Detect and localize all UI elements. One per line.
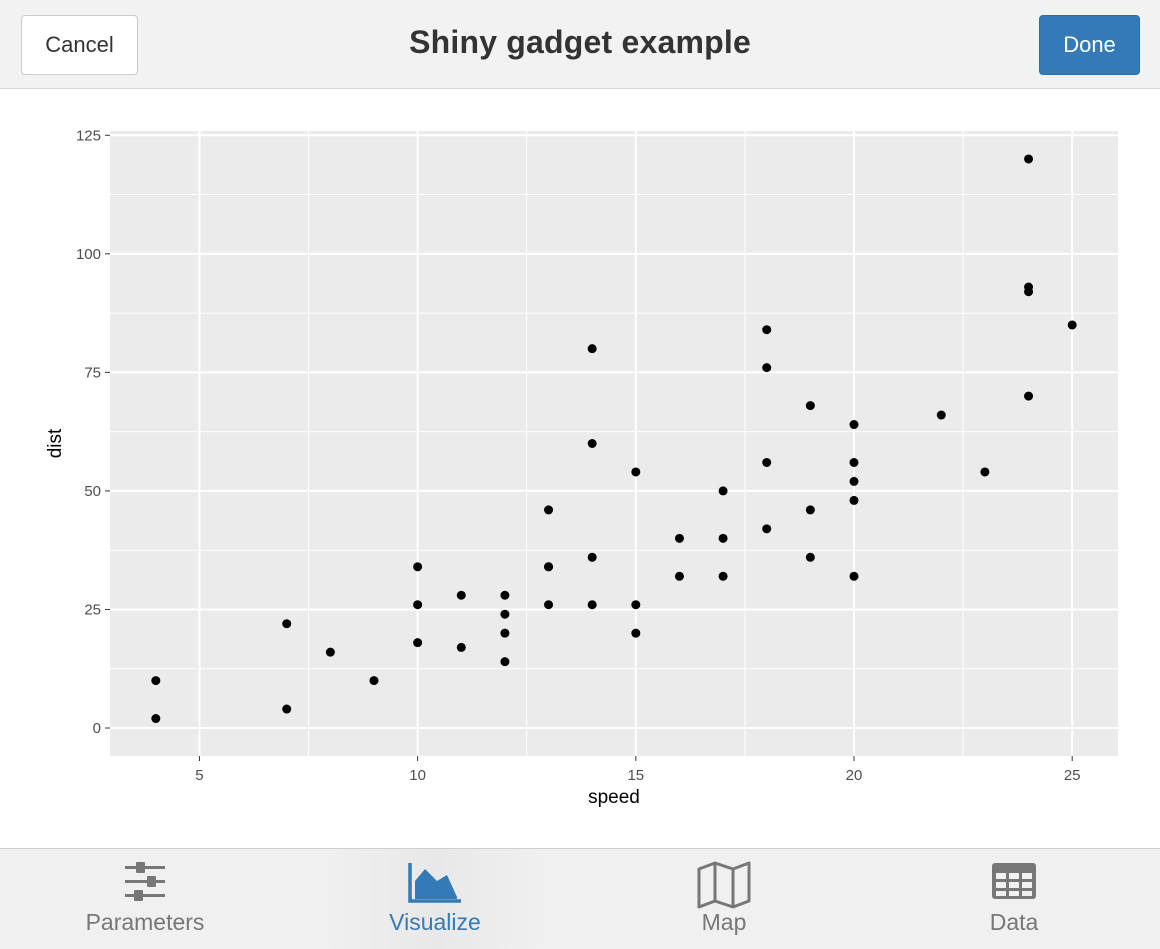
data-point	[631, 467, 641, 477]
y-tick-label: 125	[76, 127, 101, 144]
tab-bar: Parameters Visualize Map	[0, 848, 1160, 949]
data-point	[805, 552, 815, 562]
data-point	[544, 562, 554, 572]
area-chart-icon	[407, 861, 463, 910]
data-point	[1024, 154, 1034, 164]
data-point	[718, 571, 728, 581]
data-point	[456, 590, 466, 600]
tab-label: Data	[989, 909, 1039, 935]
data-point	[980, 467, 990, 477]
x-tick-label: 5	[195, 767, 203, 784]
y-axis-title: dist	[45, 428, 66, 458]
data-point	[849, 495, 859, 505]
y-tick-label: 0	[93, 720, 101, 737]
data-point	[674, 571, 684, 581]
tab-visualize[interactable]: Visualize	[325, 849, 545, 949]
data-point	[762, 524, 772, 534]
tab-data[interactable]: Data	[904, 849, 1124, 949]
gadget-title-bar: Cancel Shiny gadget example Done	[0, 0, 1160, 89]
x-tick-label: 15	[627, 767, 644, 784]
data-point	[1024, 282, 1034, 292]
data-point	[805, 505, 815, 515]
x-tick-label: 20	[846, 767, 863, 784]
data-point	[674, 533, 684, 543]
data-point	[587, 439, 597, 448]
table-icon	[990, 861, 1038, 906]
data-point	[631, 600, 641, 610]
data-point	[544, 600, 554, 610]
x-tick-label: 25	[1064, 767, 1081, 784]
data-point	[587, 552, 597, 562]
scatter-chart: 5 10 15 20 25 0 25 50 75 100 125 speed dist	[45, 127, 1118, 808]
data-point	[936, 410, 946, 420]
data-point	[413, 600, 423, 610]
y-tick-label: 100	[76, 246, 101, 263]
data-point	[282, 619, 292, 629]
plot-panel	[110, 131, 1118, 756]
data-point	[631, 628, 641, 638]
data-point	[413, 562, 423, 572]
data-point	[1024, 391, 1034, 401]
data-point	[762, 457, 772, 467]
data-point	[718, 486, 728, 496]
tab-label: Visualize	[389, 909, 481, 935]
data-point	[413, 638, 423, 648]
data-point	[151, 714, 161, 724]
data-point	[718, 533, 728, 543]
plot-area: 5 10 15 20 25 0 25 50 75 100 125 speed dist	[0, 90, 1160, 848]
data-point	[849, 457, 859, 467]
y-tick-label: 75	[84, 364, 101, 381]
y-tick-label: 25	[84, 601, 101, 618]
tab-map[interactable]: Map	[614, 849, 834, 949]
data-point	[1067, 320, 1077, 330]
data-point	[587, 600, 597, 610]
data-point	[805, 401, 815, 411]
map-icon	[696, 861, 752, 914]
data-point	[500, 628, 510, 638]
data-point	[849, 420, 859, 430]
data-point	[849, 571, 859, 581]
data-point	[151, 676, 161, 686]
data-point	[500, 609, 510, 619]
tab-label: Parameters	[85, 909, 205, 935]
tab-label: Map	[701, 909, 747, 935]
data-point	[544, 505, 554, 515]
x-axis-title: speed	[588, 787, 640, 808]
data-point	[500, 657, 510, 667]
done-button[interactable]: Done	[1039, 15, 1140, 75]
data-point	[282, 704, 292, 714]
sliders-icon	[123, 861, 167, 906]
cancel-button[interactable]: Cancel	[21, 15, 138, 75]
tab-parameters[interactable]: Parameters	[35, 849, 255, 949]
page-title: Shiny gadget example	[409, 24, 751, 60]
y-tick-label: 50	[84, 483, 101, 500]
data-point	[587, 344, 597, 354]
data-point	[762, 363, 772, 373]
data-point	[500, 590, 510, 600]
data-point	[369, 676, 379, 686]
data-point	[849, 476, 859, 486]
data-point	[325, 647, 335, 657]
data-point	[762, 325, 772, 335]
x-tick-label: 10	[409, 767, 426, 784]
data-point	[456, 642, 466, 652]
